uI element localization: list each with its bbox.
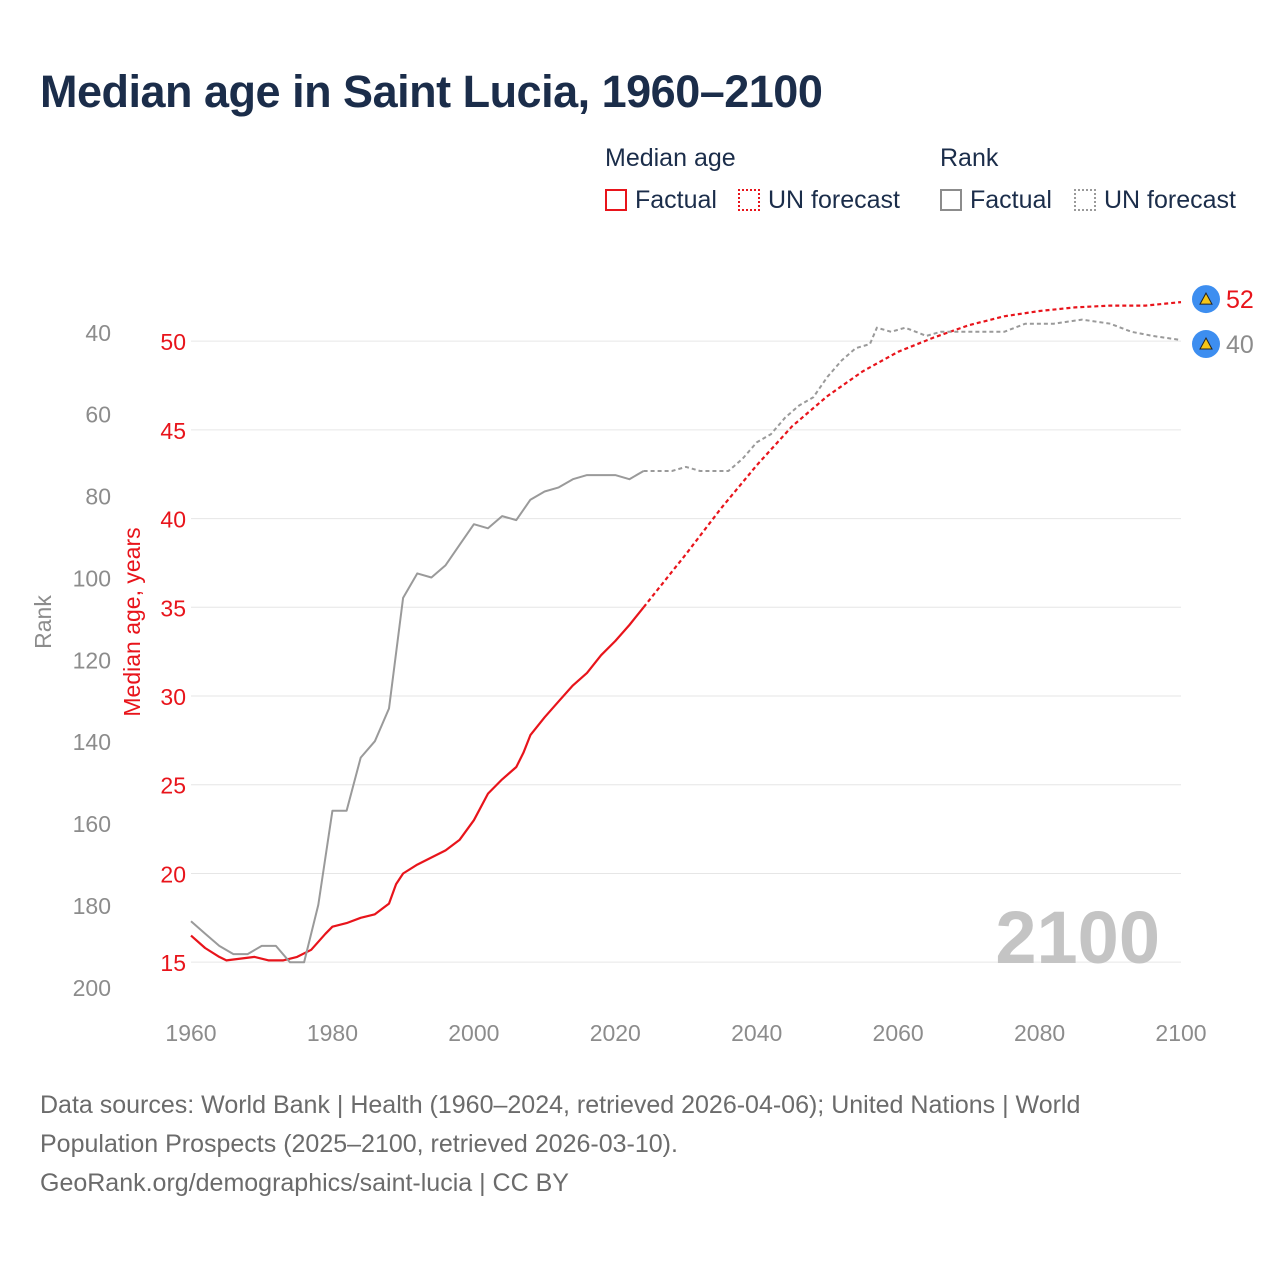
rank-tick-180: 180 — [73, 893, 111, 919]
rank-tick-40: 40 — [85, 320, 111, 346]
end-markers: 52 40 — [1192, 285, 1254, 359]
legend-item-rank-forecast[interactable]: UN forecast — [1074, 186, 1236, 214]
chart-title: Median age in Saint Lucia, 1960–2100 — [40, 66, 823, 117]
footer-source-line-1: Data sources: World Bank | Health (1960–… — [40, 1091, 1081, 1119]
rank-tick-200: 200 — [73, 975, 111, 1001]
footer-credit: GeoRank.org/demographics/saint-lucia | C… — [40, 1169, 569, 1197]
year-watermark: 2100 — [995, 896, 1160, 979]
median-age-tick-30: 30 — [160, 684, 186, 710]
legend-heading-median-age: Median age — [605, 144, 736, 172]
rank-end-label: 40 — [1226, 331, 1254, 359]
legend-swatch-rank-factual — [940, 189, 962, 211]
median-age-forecast-line — [642, 301, 1182, 608]
legend-label-median-forecast: UN forecast — [768, 185, 900, 214]
x-tick-2100: 2100 — [1155, 1020, 1206, 1046]
x-tick-2000: 2000 — [448, 1020, 499, 1046]
footer-source-line-2: Population Prospects (2025–2100, retriev… — [40, 1130, 678, 1158]
x-tick-2080: 2080 — [1014, 1020, 1065, 1046]
grid-lines — [191, 340, 1181, 963]
median-age-tick-50: 50 — [160, 329, 186, 355]
x-tick-1980: 1980 — [307, 1020, 358, 1046]
legend-label-median-factual: Factual — [635, 185, 717, 214]
series-lines — [190, 301, 1182, 964]
median-age-tick-40: 40 — [160, 507, 186, 533]
median-age-tick-45: 45 — [160, 418, 186, 444]
rank-tick-140: 140 — [73, 729, 111, 755]
rank-tick-60: 60 — [85, 402, 111, 428]
x-tick-2040: 2040 — [731, 1020, 782, 1046]
legend-swatch-median-forecast — [738, 189, 760, 211]
median-age-tick-25: 25 — [160, 773, 186, 799]
median-age-tick-35: 35 — [160, 595, 186, 621]
chart-plot: 15 20 25 30 35 40 45 50 40 60 80 100 120 140 160 180 200… — [30, 285, 1254, 1046]
rank-tick-80: 80 — [85, 484, 111, 510]
x-tick-2060: 2060 — [873, 1020, 924, 1046]
rank-tick-120: 120 — [73, 647, 111, 673]
median-age-tick-20: 20 — [160, 861, 186, 887]
rank-tick-100: 100 — [73, 565, 111, 591]
legend-heading-rank: Rank — [940, 144, 999, 172]
median-age-tick-15: 15 — [160, 950, 186, 976]
median-age-end-label: 52 — [1226, 286, 1254, 314]
rank-flag-icon — [1199, 336, 1213, 350]
rank-forecast-line — [643, 318, 1182, 472]
legend-label-rank-factual: Factual — [970, 185, 1052, 214]
legend-swatch-rank-forecast — [1074, 189, 1096, 211]
legend-item-median-factual[interactable]: Factual — [605, 186, 717, 214]
rank-axis-title: Rank — [30, 595, 56, 649]
median-age-factual-line — [190, 606, 645, 962]
axes: 15 20 25 30 35 40 45 50 40 60 80 100 120 140 160 180 200… — [30, 320, 1207, 1046]
footer: Data sources: World Bank | Health (1960–… — [40, 1086, 1240, 1203]
legend-swatch-median-factual — [605, 189, 627, 211]
legend-item-median-forecast[interactable]: UN forecast — [738, 186, 900, 214]
rank-factual-line — [190, 470, 645, 964]
x-tick-1960: 1960 — [165, 1020, 216, 1046]
x-tick-2020: 2020 — [590, 1020, 641, 1046]
rank-tick-160: 160 — [73, 811, 111, 837]
legend-label-rank-forecast: UN forecast — [1104, 185, 1236, 214]
median-age-axis-title: Median age, years — [119, 527, 145, 716]
median-age-flag-icon — [1199, 292, 1213, 305]
legend-item-rank-factual[interactable]: Factual — [940, 186, 1052, 214]
